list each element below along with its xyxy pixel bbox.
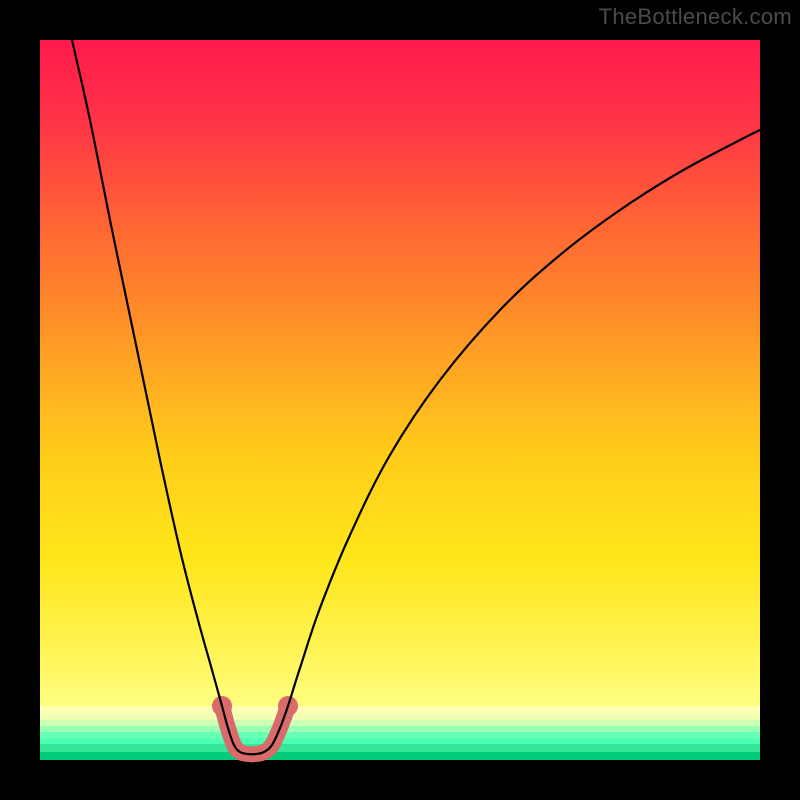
bg-band (40, 732, 760, 738)
bg-band (40, 738, 760, 744)
bg-band (40, 726, 760, 732)
bg-band (40, 744, 760, 752)
bg-band (40, 714, 760, 720)
bg-band (40, 720, 760, 726)
bg-band (40, 752, 760, 760)
bg-gradient (40, 40, 760, 706)
bg-band (40, 706, 760, 714)
watermark-label: TheBottleneck.com (599, 4, 792, 30)
bottleneck-chart (0, 0, 800, 800)
chart-container: TheBottleneck.com (0, 0, 800, 800)
